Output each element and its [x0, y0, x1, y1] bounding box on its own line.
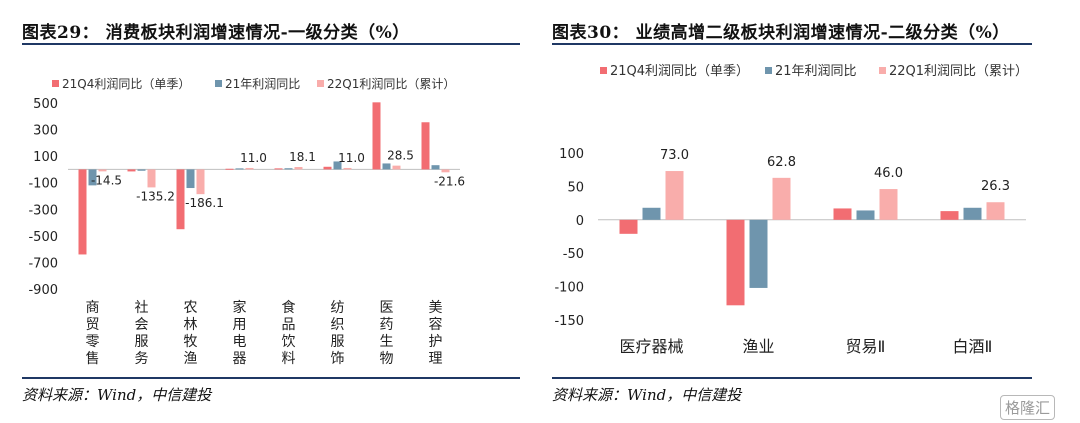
bar-chart-subsectors: 21Q4利润同比（单季） 21年利润同比 22Q1利润同比（累计） 100 50 0 -50… [554, 64, 1028, 356]
category-label: 医疗器械 [619, 337, 683, 356]
bar [274, 168, 283, 170]
category-label: 渔业 [742, 337, 774, 356]
data-label: -135.2 [136, 189, 175, 203]
chart-title: 图表29： 消费板块利润增速情况-一级分类（%） [22, 23, 410, 43]
bar [372, 102, 381, 170]
data-label: 18.1 [289, 150, 316, 164]
chart-panel-1: 图表29： 消费板块利润增速情况-一级分类（%） 21Q4利润同比（单季） 21年… [0, 0, 520, 423]
bar [245, 167, 254, 170]
data-label: 28.5 [387, 149, 414, 163]
y-tick-label: -900 [28, 283, 58, 298]
legend-swatch [879, 67, 886, 74]
category-label: 纺织服饰 [331, 300, 345, 367]
y-tick-label: -700 [28, 256, 58, 271]
legend-label: 21年利润同比 [775, 64, 857, 79]
title-rule [552, 43, 1032, 45]
bar [343, 167, 352, 170]
source-rule [22, 377, 520, 379]
bar [147, 169, 156, 188]
legend-swatch [600, 67, 607, 74]
data-label: -21.6 [434, 174, 465, 188]
legend-label: 21Q4利润同比（单季） [62, 77, 190, 91]
category-label: 食品饮料 [282, 299, 296, 367]
data-label: 46.0 [874, 166, 903, 181]
category-label: 白酒Ⅱ [953, 337, 993, 356]
bar [642, 207, 661, 220]
legend-swatch [317, 80, 324, 87]
legend-label: 22Q1利润同比（累计） [889, 64, 1028, 79]
y-tick-label: -50 [563, 247, 584, 262]
data-label: -186.1 [185, 196, 224, 210]
bar [333, 161, 342, 170]
title-rule [22, 43, 520, 45]
bar [665, 171, 684, 220]
bar [382, 163, 391, 170]
bar [392, 165, 401, 170]
category-label: 商贸零售 [86, 300, 100, 367]
bar [98, 169, 107, 172]
chart-panel-2: 图表30： 业绩高增二级板块利润增速情况-二级分类（%） 21Q4利润同比（单季… [548, 0, 1080, 423]
source-note: 资料来源：Wind，中信建投 [552, 386, 742, 404]
chart-title: 图表30： 业绩高增二级板块利润增速情况-二级分类（%） [552, 23, 1010, 43]
y-tick-label: -100 [554, 281, 584, 296]
y-tick-label: -100 [28, 177, 58, 192]
bar [726, 219, 745, 306]
category-label: 美容护理 [429, 300, 443, 367]
bar [772, 177, 791, 220]
bar [619, 219, 638, 234]
bar [940, 211, 959, 220]
category-label: 医药生物 [380, 300, 394, 367]
bar-chart-consumer: 21Q4利润同比（单季） 21年利润同比 22Q1利润同比（累计） 500 300 100… [28, 77, 465, 367]
bar [421, 122, 430, 170]
data-label: 11.0 [338, 151, 365, 165]
bar [749, 219, 768, 288]
category-label: 家用电器 [233, 299, 247, 367]
y-tick-label: -300 [28, 203, 58, 218]
bar [88, 169, 97, 186]
legend-label: 22Q1利润同比（累计） [327, 77, 455, 91]
source-note: 资料来源：Wind，中信建投 [22, 386, 212, 404]
bar [323, 166, 332, 170]
legend-swatch [765, 67, 772, 74]
legend-label: 21年利润同比 [225, 77, 300, 91]
bar [196, 169, 205, 195]
legend-label: 21Q4利润同比（单季） [610, 64, 749, 79]
data-label: -14.5 [91, 173, 122, 187]
category-label: 社会服务 [135, 300, 149, 367]
data-label: 73.0 [660, 148, 689, 163]
bar [176, 169, 185, 230]
y-tick-label: 50 [567, 180, 584, 195]
bar [78, 169, 87, 255]
bar [294, 167, 303, 170]
y-tick-label: -500 [28, 230, 58, 245]
watermark-logo: 格隆汇 [1000, 395, 1056, 420]
bar [441, 169, 450, 173]
y-tick-label: 300 [33, 124, 58, 139]
category-label: 贸易Ⅱ [846, 337, 886, 356]
data-label: 62.8 [767, 155, 796, 170]
bar [186, 169, 195, 189]
bar [225, 168, 234, 170]
y-tick-label: -150 [554, 314, 584, 329]
bar [284, 168, 293, 170]
bar [963, 207, 982, 220]
data-label: 11.0 [240, 151, 267, 165]
legend-swatch [215, 80, 222, 87]
y-tick-label: 500 [33, 97, 58, 112]
bar [235, 168, 244, 170]
bar [127, 169, 136, 172]
y-tick-label: 0 [576, 214, 584, 229]
source-rule [552, 377, 1032, 379]
y-tick-label: 100 [33, 150, 58, 165]
data-label: 26.3 [981, 179, 1010, 194]
bar [986, 202, 1005, 220]
y-tick-label: 100 [559, 147, 584, 162]
bar [856, 210, 875, 220]
category-label: 农林牧渔 [184, 300, 198, 367]
bar [833, 208, 852, 220]
bar [137, 169, 146, 171]
bar [431, 165, 440, 170]
legend-swatch [52, 80, 59, 87]
bar [879, 189, 898, 220]
